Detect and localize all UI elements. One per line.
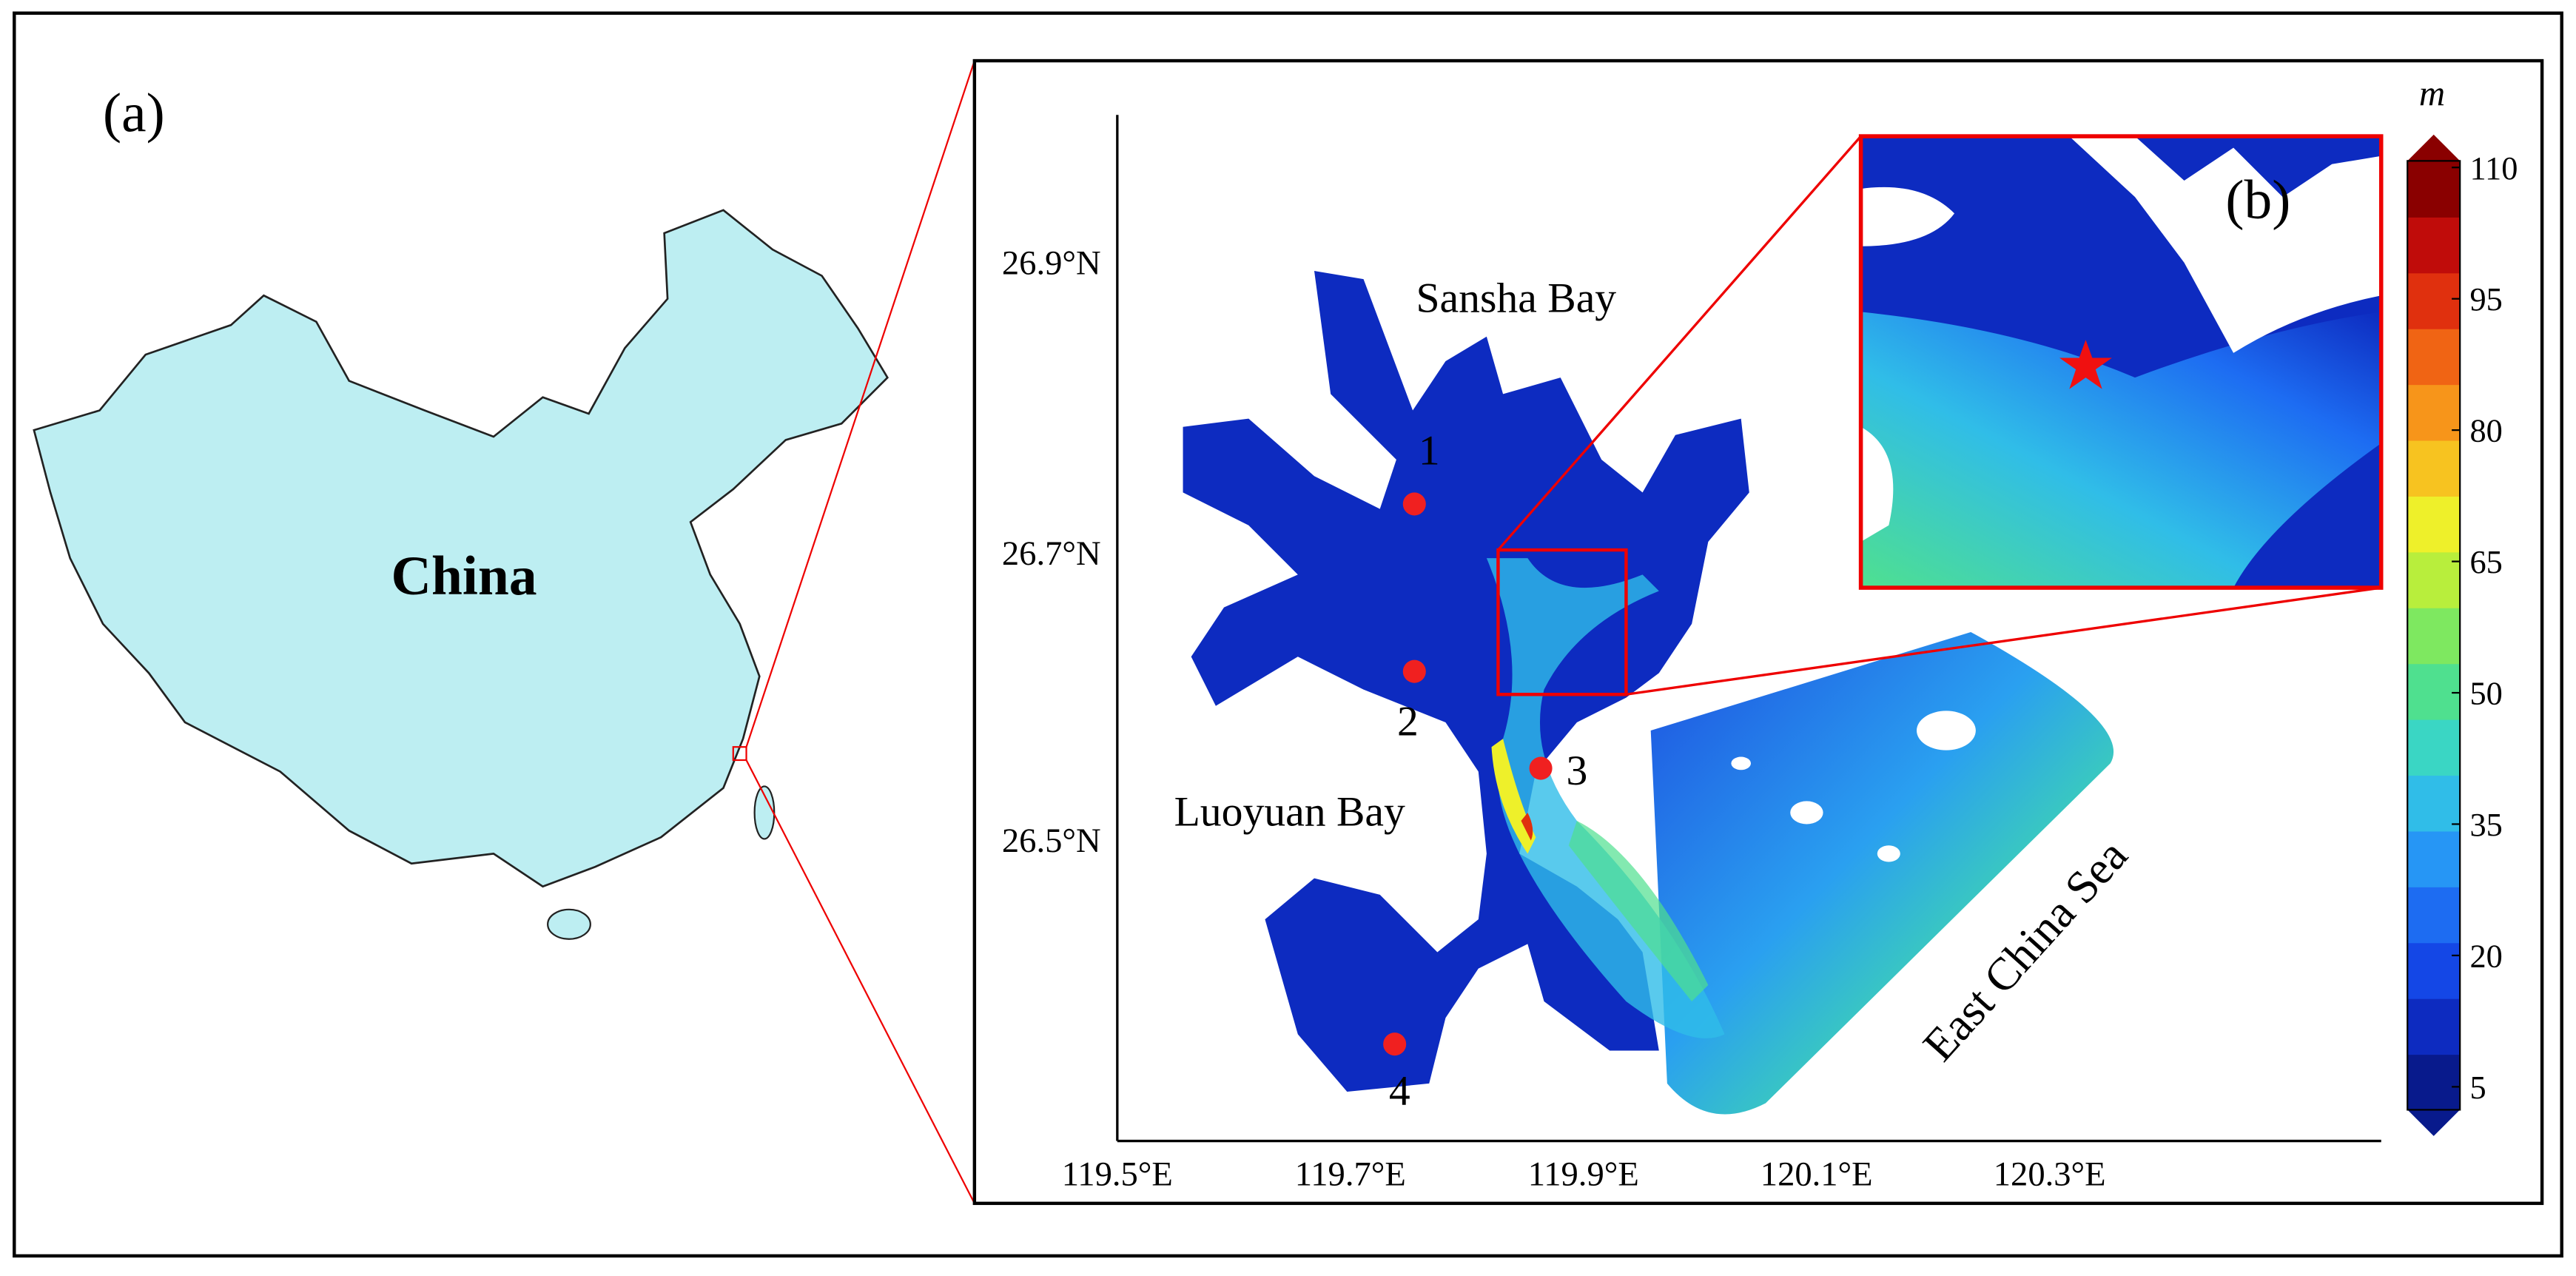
y-tick-label: 26.7°N bbox=[1002, 535, 1101, 573]
site-marker bbox=[1402, 659, 1426, 683]
colorbar-tick-label: 110 bbox=[2470, 150, 2518, 187]
colorbar-band bbox=[2407, 774, 2461, 832]
island bbox=[1877, 845, 1900, 862]
panel-label: (a) bbox=[103, 82, 165, 144]
place-label: Luoyuan Bay bbox=[1174, 789, 1405, 836]
colorbar-band bbox=[2407, 328, 2461, 386]
site-label: 2 bbox=[1397, 699, 1419, 745]
country-label: China bbox=[391, 545, 537, 607]
deepest-point bbox=[1521, 812, 1533, 841]
inset: (b) bbox=[1858, 134, 2384, 590]
colorbar-band bbox=[2407, 607, 2461, 665]
colorbar-band bbox=[2407, 551, 2461, 608]
colorbar-arrow bbox=[2407, 1109, 2461, 1136]
colorbar-tick-label: 5 bbox=[2470, 1069, 2486, 1106]
colorbar-tick-label: 35 bbox=[2470, 806, 2503, 843]
outer-border bbox=[13, 11, 2563, 1258]
colorbar: m 5 20 35 50 65 80 95 110 bbox=[2407, 73, 2518, 1136]
sea-area bbox=[1650, 631, 2114, 1115]
colorbar-band bbox=[2407, 495, 2461, 553]
inset-land bbox=[2069, 136, 2381, 353]
channel bbox=[1486, 558, 1725, 1038]
hainan bbox=[547, 908, 591, 940]
inset-land bbox=[1860, 187, 1955, 246]
bathymetry bbox=[1183, 270, 2114, 1115]
colorbar-tick-label: 50 bbox=[2470, 675, 2503, 712]
place-label: Sansha Bay bbox=[1416, 275, 1616, 321]
colorbar-band bbox=[2407, 998, 2461, 1055]
colorbar-tick-label: 95 bbox=[2470, 281, 2503, 318]
x-tick-label: 120.1°E bbox=[1761, 1155, 1873, 1193]
colorbar-band bbox=[2407, 1053, 2461, 1111]
station-star bbox=[2059, 340, 2112, 389]
colorbar-band bbox=[2407, 440, 2461, 497]
study-area-box bbox=[732, 746, 747, 762]
inset-border bbox=[1858, 134, 2384, 590]
colorbar-band bbox=[2407, 216, 2461, 274]
zoom-line bbox=[1626, 586, 2381, 696]
colorbar-tick-label: 20 bbox=[2470, 937, 2503, 974]
colorbar-band bbox=[2407, 272, 2461, 329]
colorbar-band bbox=[2407, 384, 2461, 441]
site-marker bbox=[1383, 1032, 1407, 1056]
inset-depth bbox=[1860, 312, 2381, 588]
zoom-line bbox=[745, 759, 975, 1204]
site-marker bbox=[1402, 492, 1426, 516]
bay-area bbox=[1183, 270, 1749, 1092]
china-outline bbox=[33, 209, 889, 888]
island bbox=[1790, 801, 1823, 825]
colorbar-band bbox=[2407, 942, 2461, 999]
inset-land bbox=[1860, 426, 1894, 542]
island bbox=[1917, 711, 1976, 751]
colorbar-band bbox=[2407, 663, 2461, 720]
site-label: 1 bbox=[1419, 428, 1440, 474]
panel-label: (b) bbox=[2225, 169, 2290, 231]
x-tick-label: 120.3°E bbox=[1994, 1155, 2106, 1193]
colorbar-tick-label: 80 bbox=[2470, 412, 2503, 449]
site-label: 3 bbox=[1566, 748, 1587, 794]
y-tick-label: 26.5°N bbox=[1002, 822, 1101, 860]
x-tick-label: 119.5°E bbox=[1062, 1155, 1173, 1193]
shoal bbox=[1568, 821, 1709, 1002]
zoom-line bbox=[745, 60, 975, 748]
site-marker bbox=[1529, 756, 1553, 780]
colorbar-frame bbox=[2407, 160, 2461, 1111]
colorbar-band bbox=[2407, 719, 2461, 776]
y-tick-label: 26.9°N bbox=[1002, 244, 1101, 282]
site-label: 4 bbox=[1389, 1068, 1410, 1115]
zoom-line bbox=[1497, 135, 1862, 551]
x-tick-label: 119.7°E bbox=[1295, 1155, 1406, 1193]
colorbar-band bbox=[2407, 886, 2461, 944]
colorbar-tick-label: 65 bbox=[2470, 543, 2503, 580]
colorbar-band bbox=[2407, 161, 2461, 218]
colorbar-unit: m bbox=[2419, 73, 2445, 113]
colorbar-arrow bbox=[2407, 134, 2461, 161]
island bbox=[1731, 756, 1751, 770]
x-tick-label: 119.9°E bbox=[1528, 1155, 1639, 1193]
zoom-box bbox=[1496, 548, 1628, 696]
colorbar-band bbox=[2407, 830, 2461, 887]
